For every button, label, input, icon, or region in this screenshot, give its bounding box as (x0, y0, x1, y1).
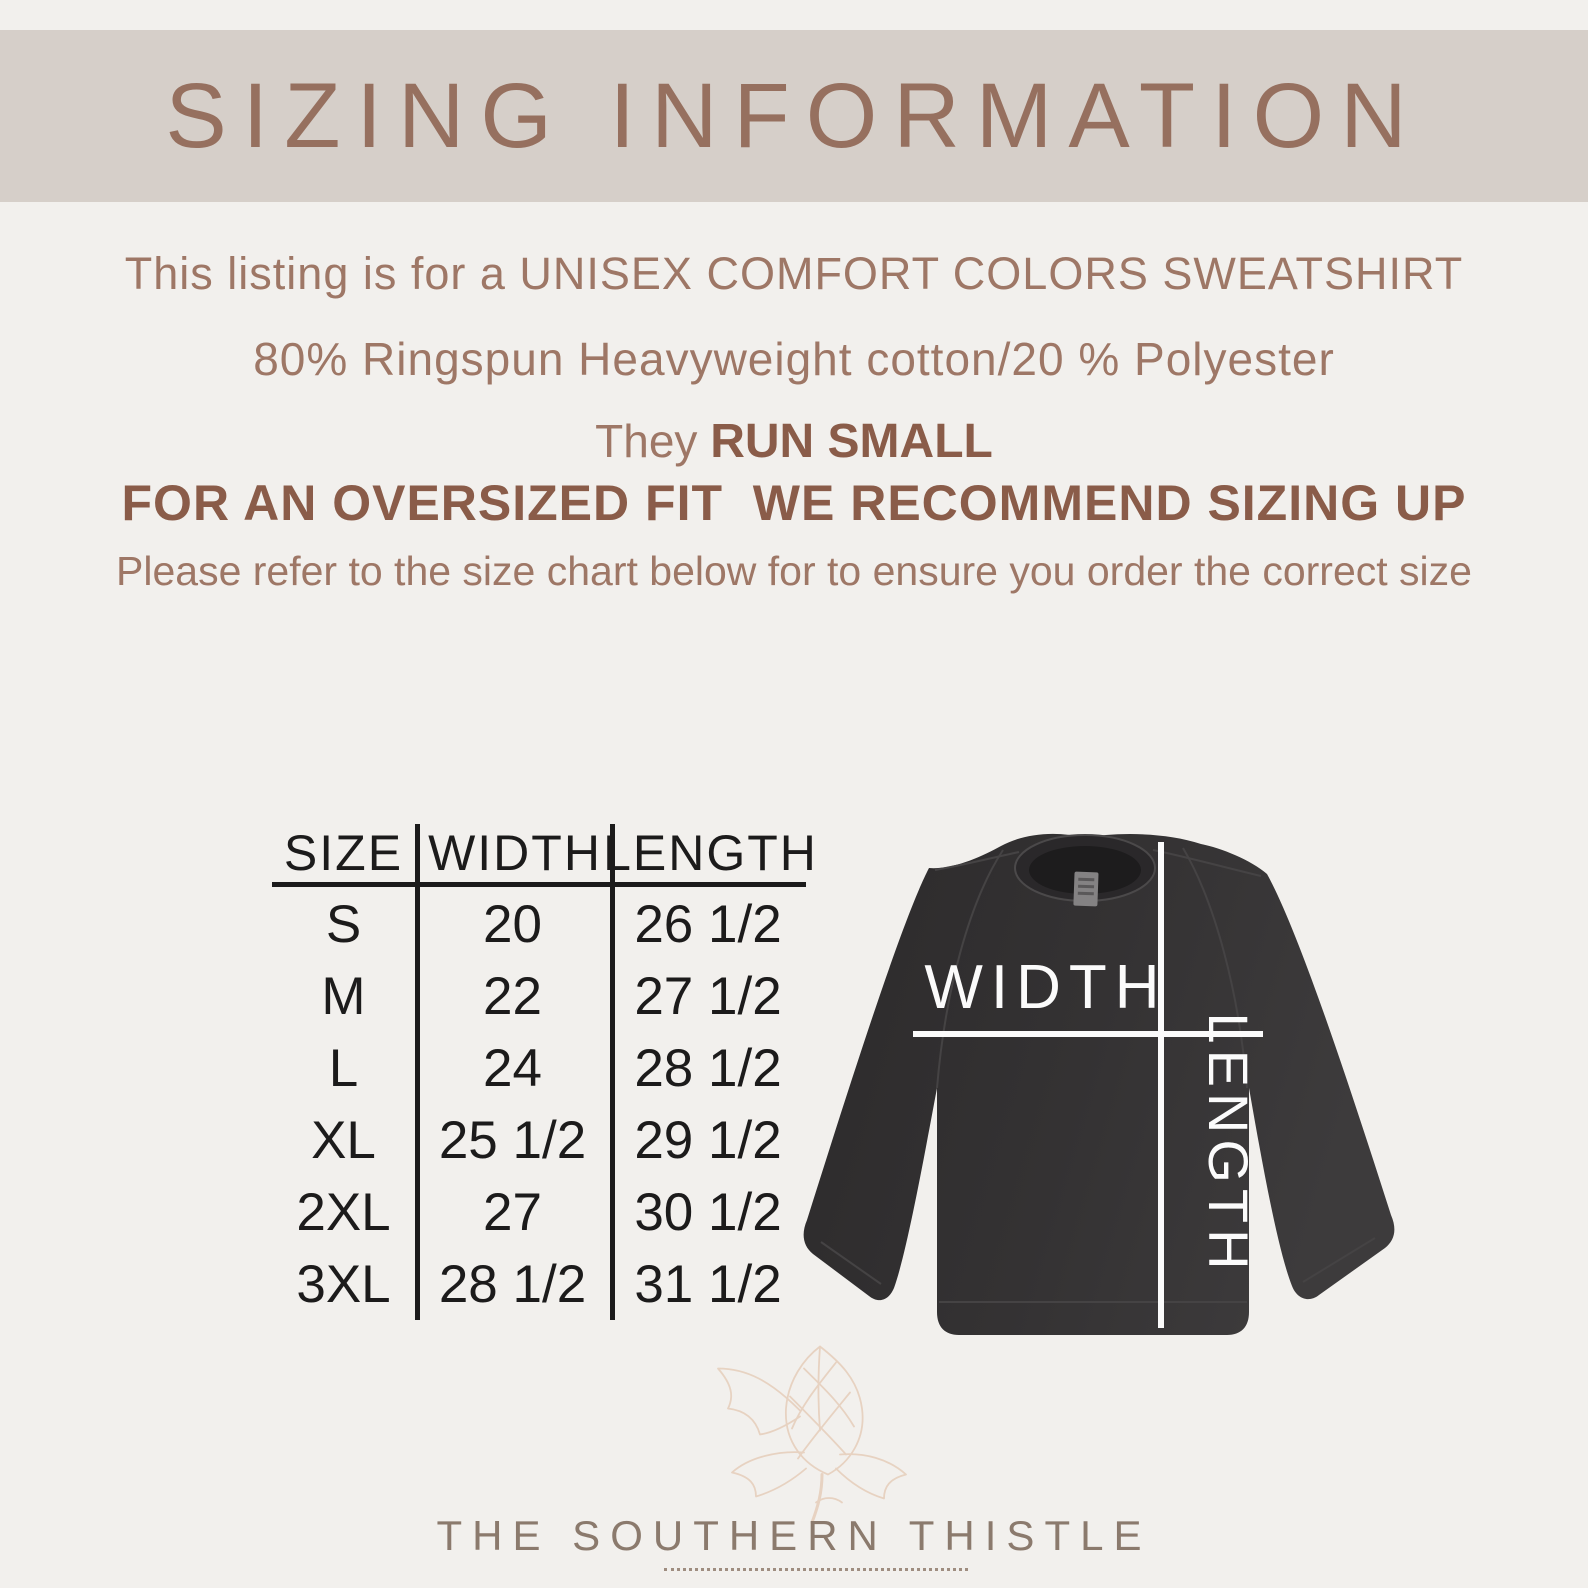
column-header-length: LENGTH (603, 825, 818, 881)
column-header-width: WIDTH (428, 825, 602, 881)
size-cell: M (321, 966, 366, 1026)
length-cell: 27 1/2 (634, 966, 782, 1026)
sweatshirt-diagram-image: WIDTH LENGTH (803, 833, 1395, 1335)
table-divider-size-width (415, 824, 420, 1320)
page-title: SIZING INFORMATION (165, 64, 1423, 167)
length-cell: 28 1/2 (634, 1038, 782, 1098)
width-cell: 20 (483, 894, 542, 954)
intro-line-refer: Please refer to the size chart below for… (116, 548, 1472, 594)
thistle-logo-icon (717, 1345, 907, 1524)
size-chart-table: S 20 26 1/2 M 22 27 1/2 L 24 28 1/2 XL 2… (272, 888, 806, 1320)
table-divider-width-length (610, 824, 615, 1320)
run-small-bold: RUN SMALL (710, 415, 993, 468)
collar-inner (1029, 846, 1141, 894)
width-cell: 22 (483, 966, 542, 1026)
width-cell: 25 1/2 (438, 1110, 587, 1170)
size-cell: 3XL (296, 1254, 391, 1314)
length-label: LENGTH (1197, 1012, 1260, 1275)
length-cell: 29 1/2 (634, 1110, 782, 1170)
seam-lines (820, 847, 1376, 1303)
header-band: SIZING INFORMATION (0, 30, 1588, 202)
sweatshirt-silhouette (803, 833, 1395, 1335)
run-small-prefix: They (595, 415, 711, 467)
neck-label (1073, 871, 1099, 907)
table-header-rule (272, 882, 806, 887)
intro-line-material: 80% Ringspun Heavyweight cotton/20 % Pol… (253, 333, 1335, 385)
size-cell: L (328, 1038, 359, 1098)
size-cell: XL (311, 1110, 376, 1170)
intro-line-oversized: FOR AN OVERSIZED FIT WE RECOMMEND SIZING… (121, 475, 1467, 531)
length-cell: 30 1/2 (634, 1182, 782, 1242)
width-cell: 27 (483, 1182, 542, 1242)
width-label: WIDTH (924, 953, 1167, 1022)
brand-underline (664, 1568, 968, 1571)
size-cell: S (325, 894, 362, 954)
size-cell: 2XL (296, 1182, 391, 1242)
column-header-size: SIZE (283, 825, 404, 881)
width-cell: 24 (483, 1038, 542, 1098)
length-cell: 26 1/2 (634, 894, 782, 954)
intro-line-run-small: They RUN SMALL (0, 414, 1588, 469)
brand-name: THE SOUTHERN THISTLE (436, 1512, 1152, 1559)
length-cell: 31 1/2 (634, 1254, 782, 1314)
intro-line-listing: This listing is for a UNISEX COMFORT COL… (124, 248, 1464, 299)
width-cell: 28 1/2 (438, 1254, 587, 1314)
